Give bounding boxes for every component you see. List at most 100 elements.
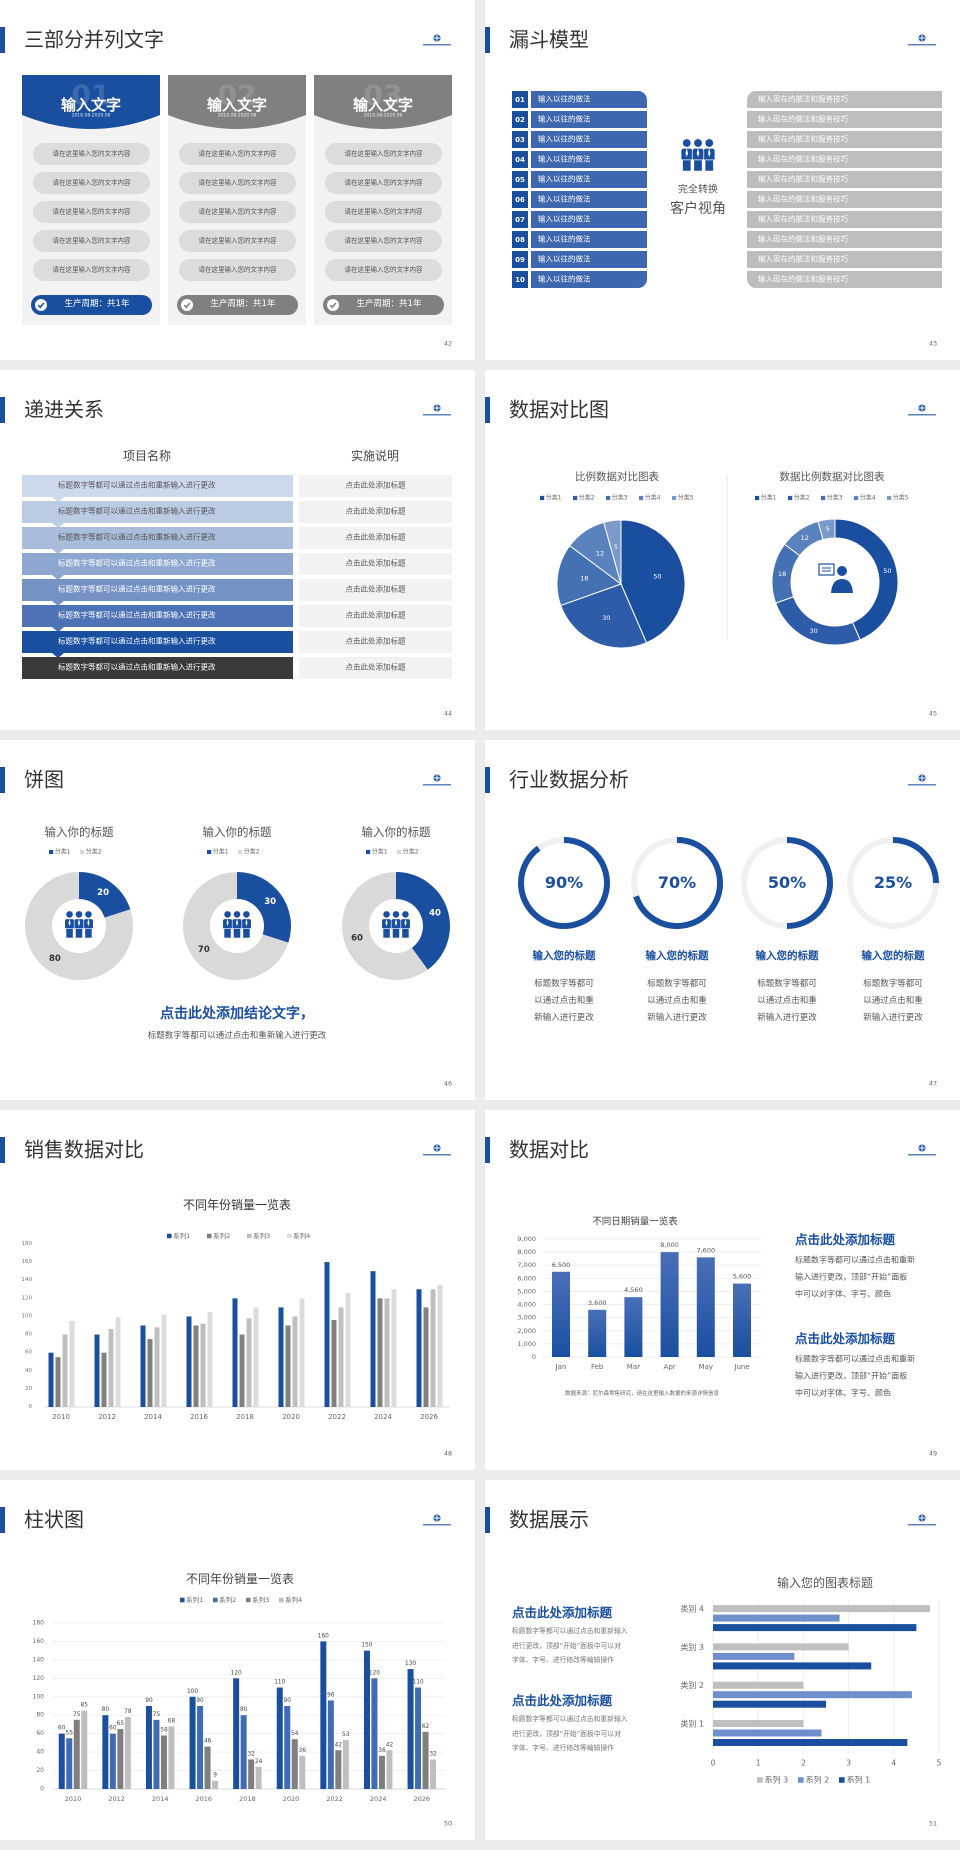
legend-swatch — [207, 849, 212, 855]
bar — [204, 1746, 211, 1789]
description-cell[interactable]: 点击此处添加标题 — [299, 527, 452, 549]
legend-swatch — [213, 1597, 218, 1603]
bar-value-label: 78 — [124, 1709, 132, 1715]
title-accent-bar — [0, 397, 5, 423]
logo-wordmark — [908, 1154, 936, 1156]
person-head — [401, 910, 410, 919]
legend-swatch — [167, 1233, 172, 1239]
logo-cross — [919, 1515, 925, 1521]
category-label: 类别 2 — [680, 1680, 704, 1690]
description-cell[interactable]: 点击此处添加标题 — [299, 631, 452, 653]
check-stroke — [329, 302, 337, 309]
description-cell[interactable]: 点击此处添加标题 — [299, 605, 452, 627]
y-tick-label: 0 — [532, 1353, 536, 1361]
bar — [713, 1614, 840, 1622]
step-number: 07 — [512, 211, 528, 228]
step-number: 01 — [512, 91, 528, 108]
category-label: 类别 4 — [680, 1604, 704, 1614]
description-cell[interactable]: 点击此处添加标题 — [299, 501, 452, 523]
bar — [320, 1641, 327, 1789]
progression-step-text: 标题数字等都可以通过点击和重新输入进行更改 — [58, 636, 216, 646]
bar-value-label: 58 — [160, 1728, 168, 1734]
bar — [140, 1325, 146, 1407]
item-description: 新输入进行更改 — [757, 1013, 817, 1024]
current-practice-item: 输入现在的做法和服务技巧 — [747, 271, 942, 288]
page-number: 43 — [928, 339, 938, 348]
x-tick-label: 2016 — [190, 1413, 208, 1421]
block-text: 进行更改，顶部“开始”面板中可以对 — [512, 1641, 621, 1650]
page-number: 48 — [443, 1449, 453, 1458]
block-text: 字体、字号、进行修改等编辑操作 — [512, 1656, 614, 1665]
bar — [624, 1297, 643, 1357]
x-tick-label: 2018 — [239, 1795, 256, 1803]
x-tick-label: 2014 — [152, 1795, 169, 1803]
bar — [422, 1731, 429, 1789]
list-item-text: 请在这里输入您的文字内容 — [344, 236, 423, 245]
bar — [101, 1352, 107, 1407]
y-tick-label: 80 — [36, 1712, 44, 1719]
company-logo — [908, 1514, 936, 1526]
x-tick-label: 2 — [801, 1759, 806, 1768]
current-practice-text: 输入现在的做法和服务技巧 — [758, 274, 848, 284]
bar — [324, 1262, 330, 1407]
chart-title: 输入你的标题 — [362, 825, 431, 839]
legend-swatch — [798, 1777, 804, 1783]
legend-label: 分类1 — [213, 848, 229, 856]
bar — [115, 1317, 121, 1407]
block-title: 点击此处添加标题 — [795, 1330, 896, 1346]
bar-value-label: 85 — [81, 1703, 89, 1709]
bar-value-label: 130 — [405, 1661, 416, 1667]
person-tie — [385, 918, 388, 927]
legend-swatch — [287, 1233, 292, 1239]
description-cell[interactable]: 点击此处添加标题 — [299, 475, 452, 497]
legend-label: 分类2 — [86, 848, 102, 856]
bar — [386, 1750, 393, 1789]
chart-title: 不同年份销量一览表 — [186, 1571, 294, 1586]
progression-step-text: 标题数字等都可以通过点击和重新输入进行更改 — [58, 558, 216, 568]
person-legs — [65, 928, 74, 939]
slide-title: 销售数据对比 — [24, 1137, 144, 1162]
x-tick-label: Mar — [627, 1363, 640, 1371]
description-cell[interactable]: 点击此处添加标题 — [299, 657, 452, 679]
bar — [713, 1652, 795, 1660]
description-cell[interactable]: 点击此处添加标题 — [299, 553, 452, 575]
title-accent-bar — [485, 1137, 490, 1163]
description-cell[interactable]: 点击此处添加标题 — [299, 579, 452, 601]
legend-swatch — [854, 495, 859, 501]
category-label: 类别 3 — [680, 1642, 704, 1652]
x-tick-label: 2012 — [108, 1795, 125, 1803]
donut-segment — [341, 872, 428, 980]
bar-value-label: 7,600 — [696, 1246, 715, 1254]
bar — [371, 1678, 378, 1789]
bar — [713, 1643, 849, 1651]
title-accent-bar — [0, 27, 5, 53]
x-tick-label: 2026 — [414, 1795, 431, 1803]
step-number: 04 — [512, 151, 528, 168]
past-practice-item: 输入以往的做法 — [531, 251, 647, 268]
x-tick-label: 2012 — [98, 1413, 116, 1421]
bar — [407, 1669, 414, 1789]
current-practice-item: 输入现在的做法和服务技巧 — [747, 131, 942, 148]
block-text: 标题数字等都可以通过点击和重新 — [795, 1354, 915, 1364]
bar — [147, 1339, 153, 1407]
current-practice-text: 输入现在的做法和服务技巧 — [758, 194, 848, 204]
bar-value-label: 46 — [204, 1739, 212, 1745]
list-item-text: 请在这里输入您的文字内容 — [198, 207, 277, 216]
step-number: 02 — [512, 111, 528, 128]
footer-badge: 生产周期：共1年 — [323, 295, 444, 315]
block-text: 中可以对字体、字号、颜色 — [795, 1388, 891, 1398]
progression-step-text: 标题数字等都可以通过点击和重新输入进行更改 — [58, 584, 216, 594]
bar — [58, 1733, 65, 1789]
legend-swatch — [573, 495, 578, 501]
description-text: 点击此处添加标题 — [345, 532, 406, 542]
slide-50: 柱状图 50 不同年份销量一览表 系列1 系列2 系列3 系列4 0 20 40 60 80 100 12… — [0, 1480, 475, 1840]
bar — [713, 1662, 872, 1670]
legend-swatch — [839, 1777, 845, 1783]
bar-value-label: 90 — [284, 1698, 292, 1704]
bar — [284, 1706, 291, 1789]
bar — [713, 1720, 804, 1727]
card-header-shape — [22, 75, 160, 129]
bar-value-label: 32 — [247, 1751, 255, 1757]
pie-slice — [560, 583, 648, 649]
item-title: 输入您的标题 — [755, 949, 819, 962]
